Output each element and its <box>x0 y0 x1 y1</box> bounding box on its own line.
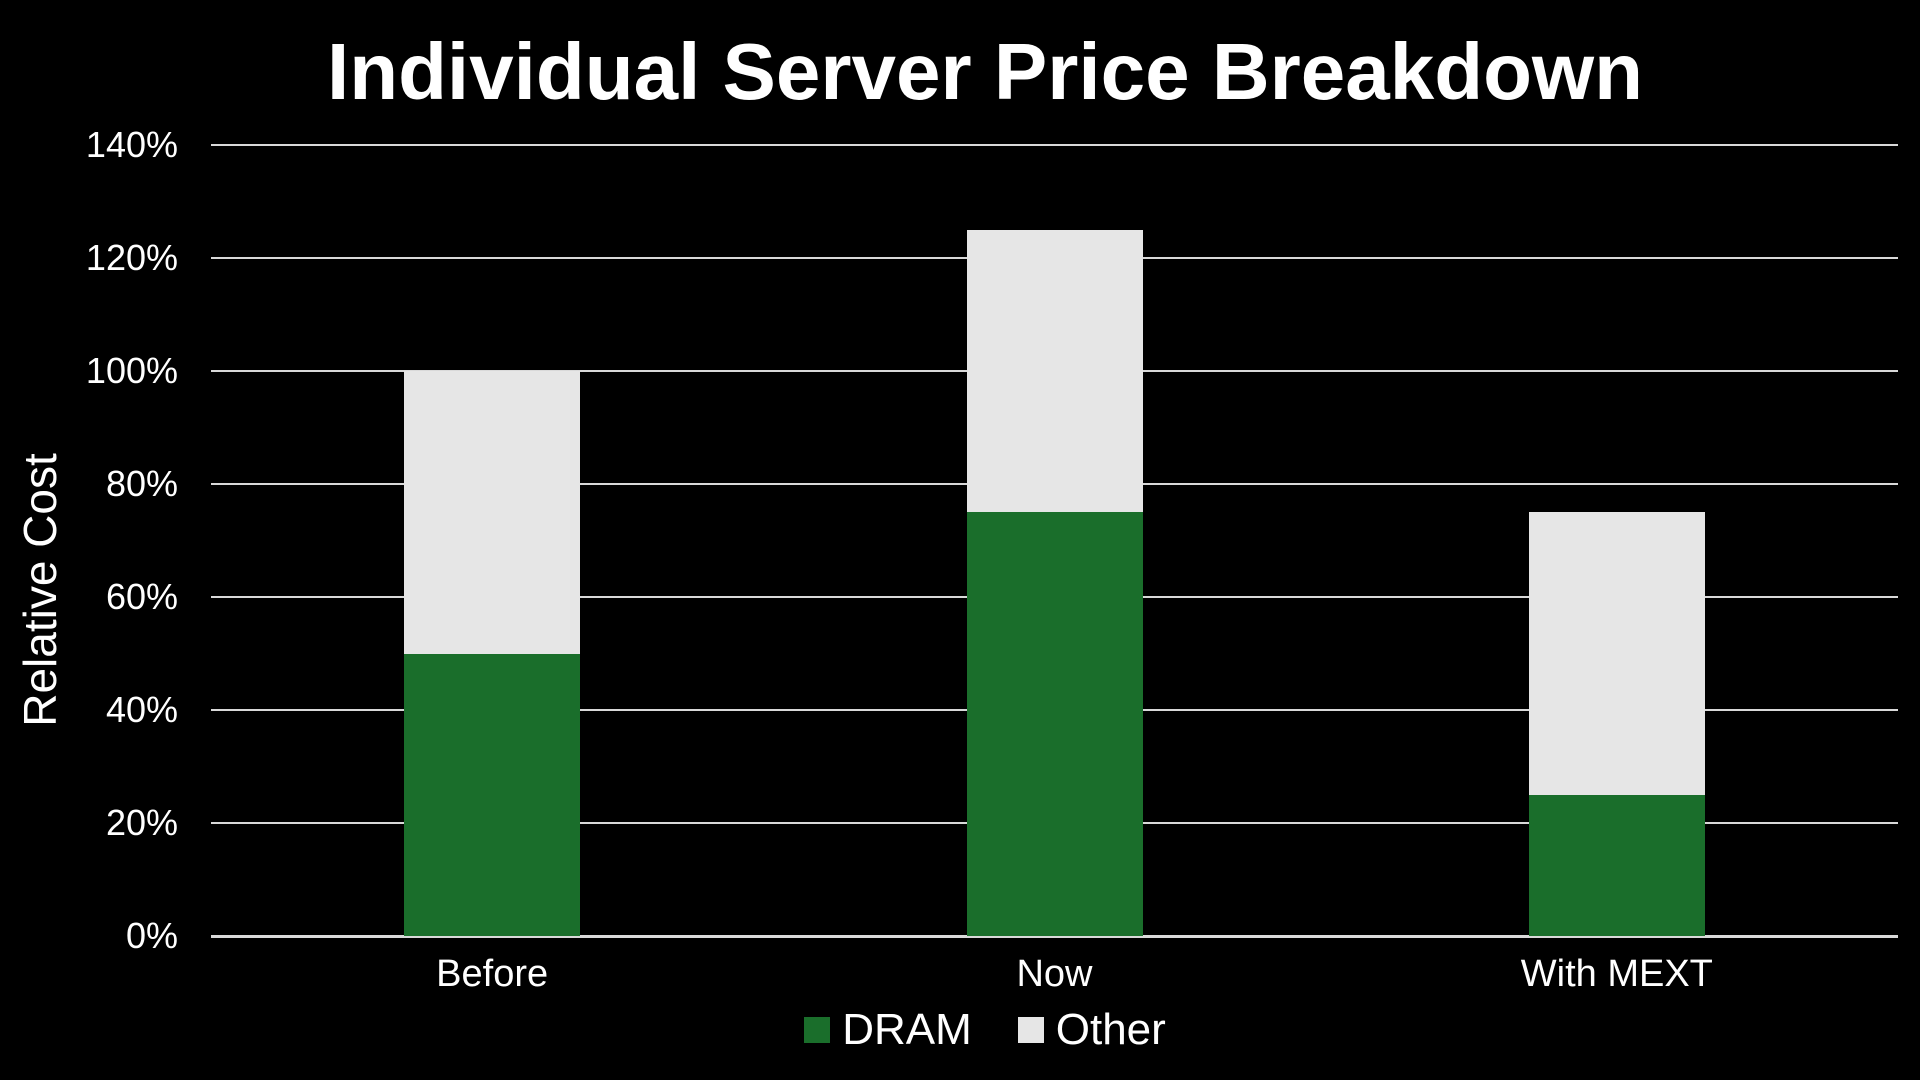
legend-item-other: Other <box>1017 1005 1166 1054</box>
y-tick-label: 20% <box>105 802 178 843</box>
bar-segment-dram <box>1528 794 1705 936</box>
bar-segment-other <box>966 229 1143 513</box>
bar-group <box>1528 512 1705 936</box>
x-category-label: Now <box>1016 953 1093 995</box>
x-category-label: With MEXT <box>1520 953 1713 995</box>
y-tick-label: 120% <box>85 237 178 278</box>
bar-group <box>404 371 581 936</box>
y-tick-label: 100% <box>85 350 178 391</box>
legend-label: Other <box>1055 1005 1166 1054</box>
x-category-label: Before <box>436 953 549 995</box>
chart-title: Individual Server Price Breakdown <box>326 27 1644 116</box>
legend: DRAM Other <box>70 1008 1900 1052</box>
y-tick-label: 140% <box>85 124 178 165</box>
bar-group <box>966 229 1143 936</box>
legend-label: DRAM <box>842 1005 972 1054</box>
legend-swatch-other-icon <box>1017 1017 1044 1043</box>
y-tick-label: 60% <box>105 576 178 617</box>
y-tick-label: 40% <box>105 689 178 730</box>
bar-segment-other <box>404 371 581 654</box>
legend-item-dram: DRAM <box>804 1008 972 1052</box>
y-tick-label: 0% <box>125 915 178 956</box>
y-axis-title: Relative Cost <box>14 453 66 727</box>
gridline <box>211 144 1898 146</box>
bar-segment-dram <box>404 653 581 936</box>
y-tick-label: 80% <box>105 463 178 504</box>
legend-swatch-dram-icon <box>804 1017 831 1043</box>
x-axis-line <box>211 935 1898 938</box>
bar-segment-dram <box>966 512 1143 936</box>
bar-segment-other <box>1528 512 1705 795</box>
plot-area: 0% 20% 40% 60% 80% 100% 120% 140% Before Now With … <box>86 124 1898 995</box>
